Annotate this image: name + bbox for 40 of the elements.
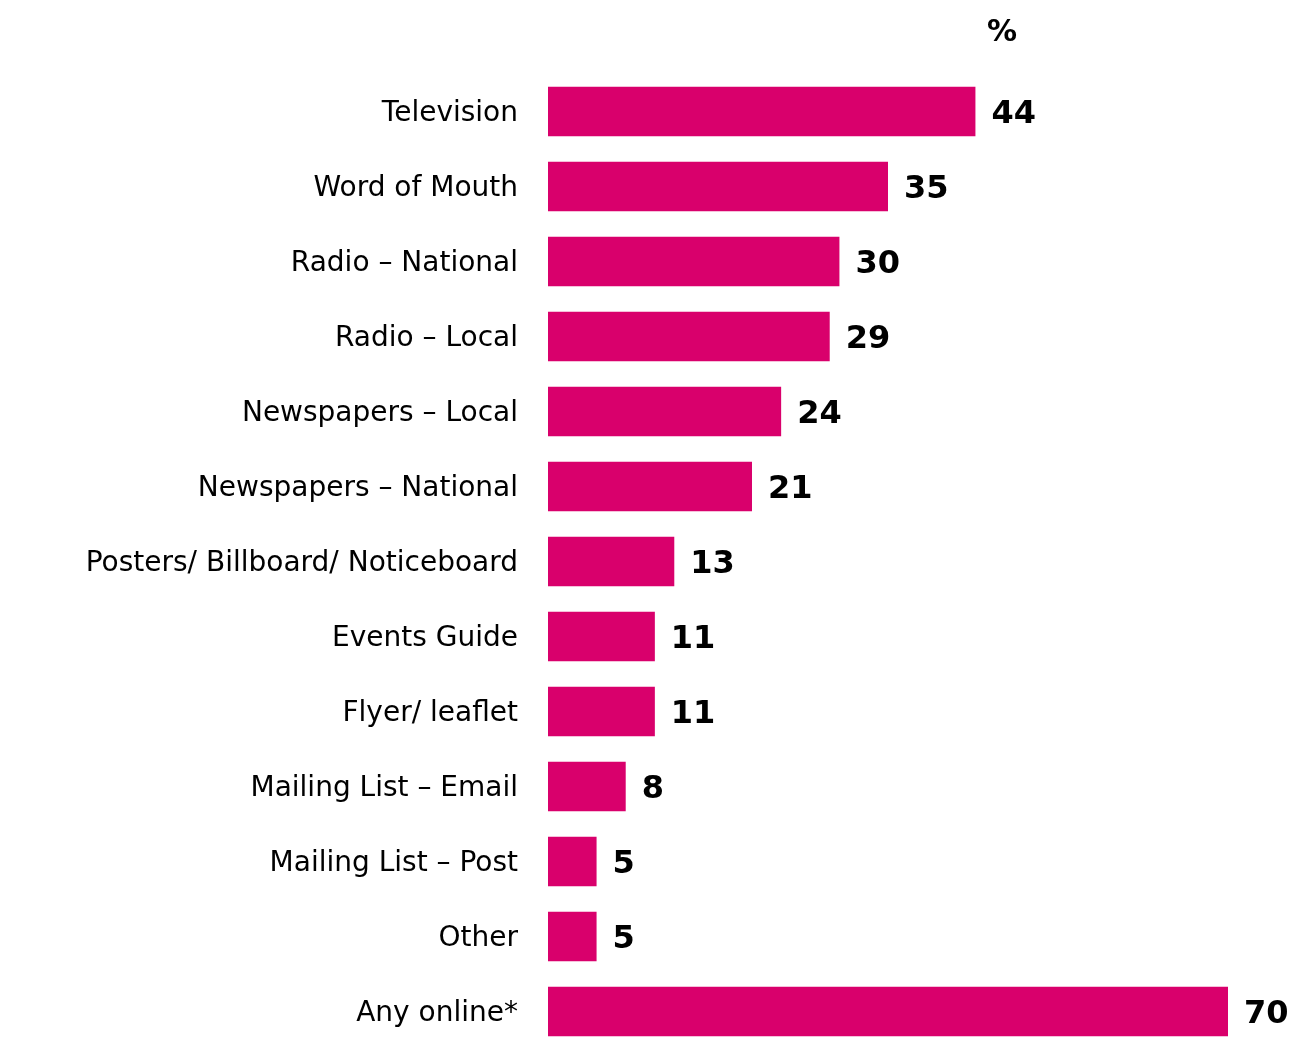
bar [548,236,840,287]
data-label: 8 [641,767,664,806]
data-label: 5 [612,917,635,956]
bar [548,761,626,812]
data-label: 11 [670,692,716,731]
bar [548,461,752,512]
y-tick-label: Other [438,920,519,953]
data-label: 11 [670,617,716,656]
bar [548,686,655,737]
y-tick-label: Newspapers – National [197,470,518,503]
y-tick-label: Any online* [356,995,518,1028]
data-label: 21 [768,467,813,506]
data-label: 35 [904,167,949,206]
y-tick-label: Posters/ Billboard/ Noticeboard [85,545,518,578]
y-tick-label: Television [380,95,518,128]
data-label: 29 [845,317,891,356]
bar [548,536,675,587]
data-label: 70 [1244,992,1289,1031]
bar [548,161,888,212]
data-label: 5 [612,842,635,881]
bar [548,836,597,887]
y-tick-label: Radio – National [290,245,518,278]
bar [548,311,830,362]
y-tick-label: Flyer/ leaflet [342,695,519,728]
bar [548,86,976,137]
y-tick-label: Events Guide [332,620,518,653]
bar [548,386,782,437]
y-tick-label: Radio – Local [334,320,518,353]
y-tick-label: Newspapers – Local [241,395,518,428]
bar [548,611,655,662]
chart-title: % [987,12,1018,48]
data-label: 13 [690,542,735,581]
data-label: 30 [855,242,900,281]
y-tick-label: Word of Mouth [313,170,518,203]
data-label: 24 [797,392,842,431]
y-tick-label: Mailing List – Post [269,845,519,878]
bar [548,986,1228,1037]
bar [548,911,597,962]
data-label: 44 [991,92,1036,131]
y-tick-label: Mailing List – Email [250,770,518,803]
